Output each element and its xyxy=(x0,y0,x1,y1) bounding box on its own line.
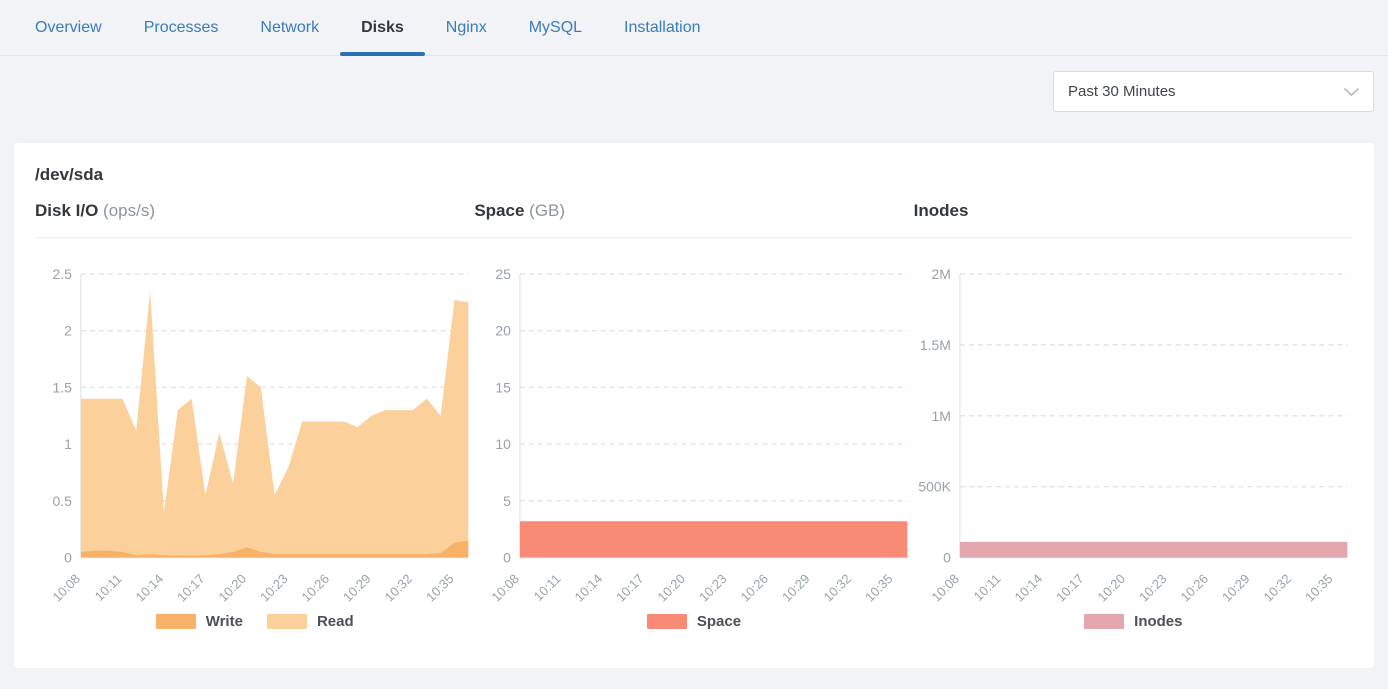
svg-text:10:29: 10:29 xyxy=(340,571,374,605)
chart-unit: (GB) xyxy=(529,201,566,220)
svg-text:10:14: 10:14 xyxy=(133,571,167,605)
svg-text:10:20: 10:20 xyxy=(1094,571,1128,605)
svg-text:0: 0 xyxy=(64,550,72,566)
series-inodes-area xyxy=(959,541,1348,558)
svg-text:10:08: 10:08 xyxy=(49,571,83,605)
svg-text:2: 2 xyxy=(64,323,72,339)
svg-text:10:14: 10:14 xyxy=(572,571,606,605)
inodes-legend: Inodes xyxy=(914,613,1353,630)
series-write-area xyxy=(80,540,469,558)
svg-text:1.5: 1.5 xyxy=(53,379,73,395)
svg-text:10:23: 10:23 xyxy=(1136,571,1170,605)
disk-io-chart: 2.5 2 1.5 1 0.5 0 10:08 10:11 10:14 10:17 10:20 10:… xyxy=(35,258,474,630)
svg-text:5: 5 xyxy=(503,493,511,509)
svg-text:2.5: 2.5 xyxy=(53,266,73,282)
svg-text:0.5: 0.5 xyxy=(53,493,73,509)
time-range-value: Past 30 Minutes xyxy=(1068,83,1176,100)
tab-disks[interactable]: Disks xyxy=(340,0,425,56)
time-range-select[interactable]: Past 30 Minutes xyxy=(1053,71,1374,112)
svg-text:10:26: 10:26 xyxy=(299,571,333,605)
svg-text:10:17: 10:17 xyxy=(174,571,208,605)
legend-swatch xyxy=(155,614,196,630)
chart-unit: (ops/s) xyxy=(103,201,156,220)
disk-io-legend: Write Read xyxy=(35,613,474,630)
legend-label: Read xyxy=(316,613,354,631)
legend-swatch xyxy=(646,614,687,630)
svg-text:10:20: 10:20 xyxy=(655,571,689,605)
legend-label: Inodes xyxy=(1134,613,1183,631)
svg-text:25: 25 xyxy=(496,266,512,282)
svg-text:10:17: 10:17 xyxy=(613,571,647,605)
svg-text:10:35: 10:35 xyxy=(423,571,457,605)
svg-text:1: 1 xyxy=(64,436,72,452)
chart-title-disk-io: Disk I/O (ops/s) xyxy=(35,201,156,220)
tab-mysql[interactable]: MySQL xyxy=(528,18,583,36)
svg-text:10:11: 10:11 xyxy=(531,571,564,604)
chart-titles-row: Disk I/O (ops/s) Space (GB) Inodes xyxy=(35,201,1353,238)
svg-text:10:23: 10:23 xyxy=(257,571,291,605)
svg-text:10:08: 10:08 xyxy=(489,571,523,605)
series-read-area xyxy=(80,290,469,558)
chart-title-space: Space (GB) xyxy=(474,201,566,220)
svg-text:2M: 2M xyxy=(931,266,950,282)
legend-label: Space xyxy=(696,613,742,631)
legend-item-read: Read xyxy=(266,613,354,631)
tab-network[interactable]: Network xyxy=(260,18,320,36)
tab-installation[interactable]: Installation xyxy=(624,18,701,36)
svg-text:1.5M: 1.5M xyxy=(920,337,951,353)
svg-text:500K: 500K xyxy=(918,479,951,495)
svg-text:10:35: 10:35 xyxy=(862,571,896,605)
toolbar: Past 30 Minutes xyxy=(0,56,1388,112)
disk-panel-title: /dev/sda xyxy=(35,165,104,184)
space-legend: Space xyxy=(474,613,913,630)
tab-overview[interactable]: Overview xyxy=(35,18,102,36)
svg-text:10:26: 10:26 xyxy=(738,571,772,605)
svg-text:10:17: 10:17 xyxy=(1053,571,1087,605)
svg-text:10:32: 10:32 xyxy=(821,571,855,605)
tab-processes[interactable]: Processes xyxy=(143,18,219,36)
legend-label: Write xyxy=(205,613,243,631)
legend-swatch xyxy=(1084,614,1125,630)
svg-text:0: 0 xyxy=(503,550,511,566)
chevron-down-icon xyxy=(1343,87,1360,96)
legend-item-inodes: Inodes xyxy=(1084,613,1183,631)
svg-text:0: 0 xyxy=(943,550,951,566)
legend-item-space: Space xyxy=(646,613,742,631)
svg-text:10:29: 10:29 xyxy=(1219,571,1253,605)
svg-text:10:11: 10:11 xyxy=(970,571,1003,604)
svg-text:20: 20 xyxy=(496,323,512,339)
svg-text:10:20: 10:20 xyxy=(216,571,250,605)
inodes-chart: 2M 1.5M 1M 500K 0 10:08 10:11 10:14 10:17 10:20 10… xyxy=(914,258,1353,630)
svg-text:10:32: 10:32 xyxy=(382,571,416,605)
svg-text:10:11: 10:11 xyxy=(92,571,125,604)
svg-text:10:26: 10:26 xyxy=(1177,571,1211,605)
svg-text:10:23: 10:23 xyxy=(696,571,730,605)
tab-bar: Overview Processes Network Disks Nginx MySQL I… xyxy=(0,0,1388,56)
series-space-area xyxy=(520,521,908,558)
tab-nginx[interactable]: Nginx xyxy=(445,18,487,36)
legend-swatch xyxy=(266,614,307,630)
svg-text:1M: 1M xyxy=(931,408,950,424)
space-chart: 25 20 15 10 5 0 10:08 10:11 10:14 10:17 10:20 10:23… xyxy=(474,258,913,630)
svg-text:10:32: 10:32 xyxy=(1260,571,1294,605)
disk-panel: /dev/sda Disk I/O (ops/s) Space (GB) Ino… xyxy=(14,143,1374,669)
svg-text:10:35: 10:35 xyxy=(1302,571,1336,605)
svg-text:10:08: 10:08 xyxy=(928,571,962,605)
chart-title-inodes: Inodes xyxy=(913,201,969,220)
legend-item-write: Write xyxy=(155,613,243,631)
svg-text:10: 10 xyxy=(496,436,512,452)
svg-text:10:29: 10:29 xyxy=(779,571,813,605)
svg-text:10:14: 10:14 xyxy=(1011,571,1045,605)
space-chart-plot: 25 20 15 10 5 0 10:08 10:11 10:14 10:17 10:20 10:23… xyxy=(489,266,908,605)
charts-row: 2.5 2 1.5 1 0.5 0 10:08 10:11 10:14 10:17 10:20 10:… xyxy=(35,258,1353,630)
svg-text:15: 15 xyxy=(496,379,512,395)
